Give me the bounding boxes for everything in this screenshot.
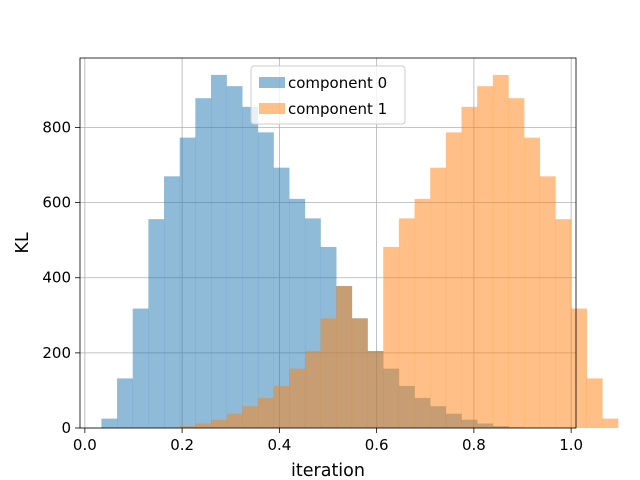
histogram-bar-series-0 — [132, 308, 149, 428]
y-tick-label: 800 — [42, 118, 71, 136]
x-tick-label: 0.2 — [170, 436, 194, 454]
histogram-bar-series-1 — [242, 406, 259, 428]
legend-label-1: component 1 — [288, 100, 387, 118]
histogram-bar-series-0 — [226, 86, 243, 428]
histogram-bar-series-1 — [461, 106, 478, 428]
histogram-bar-series-1 — [304, 350, 321, 428]
histogram-bar-series-1 — [602, 418, 619, 428]
histogram-bar-series-1 — [179, 426, 196, 428]
x-tick-label: 0.8 — [462, 436, 486, 454]
histogram-bar-series-0 — [242, 106, 259, 428]
histogram-bar-series-1 — [351, 318, 368, 428]
histogram-bar-series-1 — [257, 397, 274, 428]
y-axis-label: KL — [13, 232, 33, 253]
x-tick-label: 1.0 — [559, 436, 583, 454]
plot-frame — [79, 57, 577, 429]
x-tick-label: 0.4 — [267, 436, 291, 454]
histogram-bar-series-1 — [226, 413, 243, 428]
y-tick-label: 400 — [42, 269, 71, 287]
histogram-bar-series-0 — [117, 378, 133, 428]
histogram-bar-series-1 — [586, 378, 603, 428]
histogram-bar-series-1 — [539, 176, 556, 428]
axis-ticks: 0.0 0.2 0.4 0.6 0.8 1.0 0 200 400 600 800 — [42, 118, 583, 454]
histogram-bar-series-1 — [477, 86, 494, 428]
histogram-bar-series-0 — [148, 219, 165, 428]
histogram-bar-series-0 — [179, 137, 196, 428]
x-tick-label: 0.0 — [73, 436, 97, 454]
histogram-bar-series-0 — [195, 98, 212, 428]
histogram-bar-series-1 — [195, 423, 212, 428]
y-tick-label: 600 — [42, 194, 71, 212]
histogram-bar-series-0 — [101, 418, 118, 428]
legend-box — [250, 65, 406, 125]
legend-swatch-1 — [259, 103, 285, 114]
histogram-bar-series-1 — [524, 137, 541, 428]
histogram-bar-series-1 — [336, 286, 353, 428]
histogram-bars — [101, 74, 619, 428]
legend-swatch-0 — [259, 77, 285, 88]
y-tick-label: 200 — [42, 344, 71, 362]
histogram-bar-series-1 — [367, 350, 384, 428]
histogram-bar-series-1 — [430, 167, 447, 428]
x-axis-label: iteration — [291, 461, 365, 480]
histogram-bar-series-1 — [508, 98, 525, 428]
histogram-bar-series-1 — [414, 198, 431, 428]
histogram-bar-series-1 — [398, 218, 415, 428]
histogram-bar-series-0 — [257, 132, 274, 428]
histogram-bar-series-0 — [164, 176, 180, 428]
histogram-bar-series-0 — [211, 74, 227, 428]
histogram-bar-series-1 — [211, 419, 227, 428]
x-tick-label: 0.6 — [365, 436, 389, 454]
histogram-bar-series-1 — [492, 74, 509, 428]
legend-label-0: component 0 — [288, 74, 387, 92]
histogram-bar-series-1 — [571, 308, 587, 428]
histogram-bar-series-1 — [273, 385, 290, 428]
histogram-bar-series-1 — [289, 368, 306, 428]
legend: component 0 component 1 — [250, 65, 406, 125]
histogram-bar-series-1 — [320, 318, 337, 428]
histogram-bar-series-1 — [555, 219, 572, 428]
histogram-bar-series-0 — [273, 167, 290, 428]
histogram-bar-series-1 — [383, 246, 400, 428]
histogram-bar-series-1 — [445, 132, 462, 428]
y-tick-label: 0 — [61, 419, 71, 437]
